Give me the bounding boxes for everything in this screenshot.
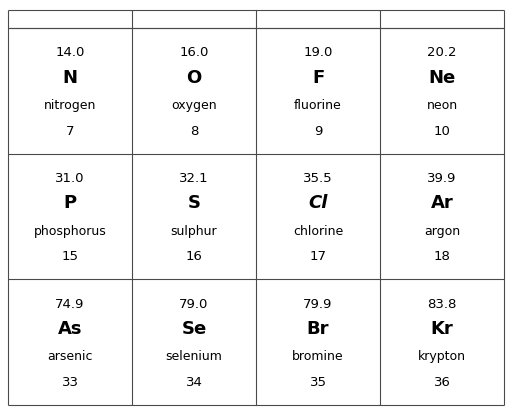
- Text: 16: 16: [185, 250, 202, 264]
- Text: 31.0: 31.0: [55, 172, 85, 185]
- Text: N: N: [62, 68, 77, 87]
- Text: 15: 15: [61, 250, 78, 264]
- Text: bromine: bromine: [292, 350, 344, 363]
- Text: Cl: Cl: [308, 194, 328, 212]
- Text: Kr: Kr: [431, 320, 453, 338]
- Text: 8: 8: [190, 125, 198, 138]
- Text: 32.1: 32.1: [179, 172, 209, 185]
- Text: 20.2: 20.2: [427, 46, 457, 59]
- Text: fluorine: fluorine: [294, 99, 342, 112]
- Text: arsenic: arsenic: [47, 350, 93, 363]
- Text: selenium: selenium: [165, 350, 222, 363]
- Text: 36: 36: [434, 376, 451, 389]
- Text: Ne: Ne: [429, 68, 456, 87]
- Text: P: P: [63, 194, 77, 212]
- Text: 17: 17: [309, 250, 327, 264]
- Text: 83.8: 83.8: [428, 298, 457, 311]
- Text: 39.9: 39.9: [428, 172, 457, 185]
- Text: Se: Se: [181, 320, 207, 338]
- Text: As: As: [58, 320, 82, 338]
- Text: 74.9: 74.9: [55, 298, 84, 311]
- Text: S: S: [187, 194, 201, 212]
- Text: neon: neon: [426, 99, 458, 112]
- Text: sulphur: sulphur: [170, 225, 217, 238]
- Text: 16.0: 16.0: [179, 46, 209, 59]
- Text: O: O: [186, 68, 202, 87]
- Text: nitrogen: nitrogen: [44, 99, 96, 112]
- Text: 34: 34: [185, 376, 202, 389]
- Text: oxygen: oxygen: [171, 99, 217, 112]
- Text: 79.0: 79.0: [179, 298, 209, 311]
- Text: 18: 18: [434, 250, 451, 264]
- Text: 9: 9: [314, 125, 322, 138]
- Text: 14.0: 14.0: [55, 46, 84, 59]
- Text: 79.9: 79.9: [303, 298, 333, 311]
- Text: 35: 35: [309, 376, 327, 389]
- Text: Ar: Ar: [431, 194, 453, 212]
- Text: Br: Br: [307, 320, 329, 338]
- Text: phosphorus: phosphorus: [34, 225, 106, 238]
- Text: argon: argon: [424, 225, 460, 238]
- Text: 10: 10: [434, 125, 451, 138]
- Text: chlorine: chlorine: [293, 225, 343, 238]
- Text: 35.5: 35.5: [303, 172, 333, 185]
- Text: krypton: krypton: [418, 350, 466, 363]
- Text: 33: 33: [61, 376, 78, 389]
- Text: F: F: [312, 68, 324, 87]
- Text: 19.0: 19.0: [303, 46, 333, 59]
- Text: 7: 7: [66, 125, 74, 138]
